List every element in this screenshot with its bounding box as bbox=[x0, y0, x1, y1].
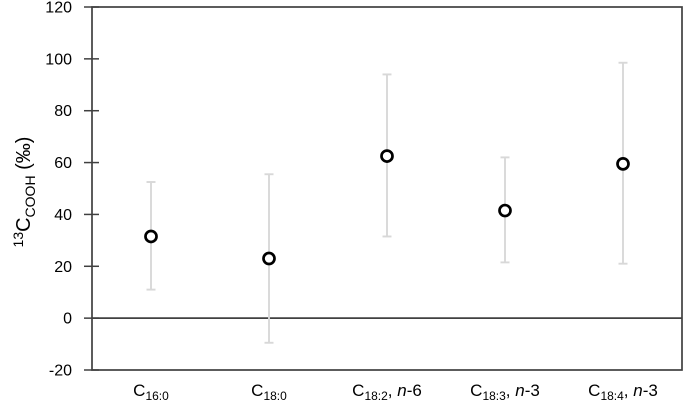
data-point-marker bbox=[616, 157, 630, 171]
data-point-marker bbox=[144, 229, 158, 244]
y-tick-label: 0 bbox=[63, 311, 72, 328]
plot-border bbox=[91, 6, 683, 371]
data-point-marker bbox=[262, 251, 276, 266]
y-tick-label: 80 bbox=[54, 103, 72, 120]
x-category-label: C16:0 bbox=[133, 381, 169, 403]
x-category-label: C18:0 bbox=[251, 381, 287, 403]
y-tick-label: 40 bbox=[54, 207, 72, 224]
x-category-label: C18:4, n-3 bbox=[588, 381, 658, 403]
y-tick-label: -20 bbox=[49, 363, 72, 380]
y-tick-label: 120 bbox=[45, 0, 72, 17]
y-tick-label: 20 bbox=[54, 259, 72, 276]
y-tick-label: 60 bbox=[54, 155, 72, 172]
y-tick-label: 100 bbox=[45, 51, 72, 68]
x-category-label: C18:2, n-6 bbox=[352, 381, 422, 403]
data-point-marker bbox=[380, 149, 394, 163]
y-axis-label: 13CCOOH (‰) bbox=[10, 137, 38, 248]
data-point-marker bbox=[498, 203, 512, 218]
x-category-label: C18:3, n-3 bbox=[470, 381, 540, 403]
